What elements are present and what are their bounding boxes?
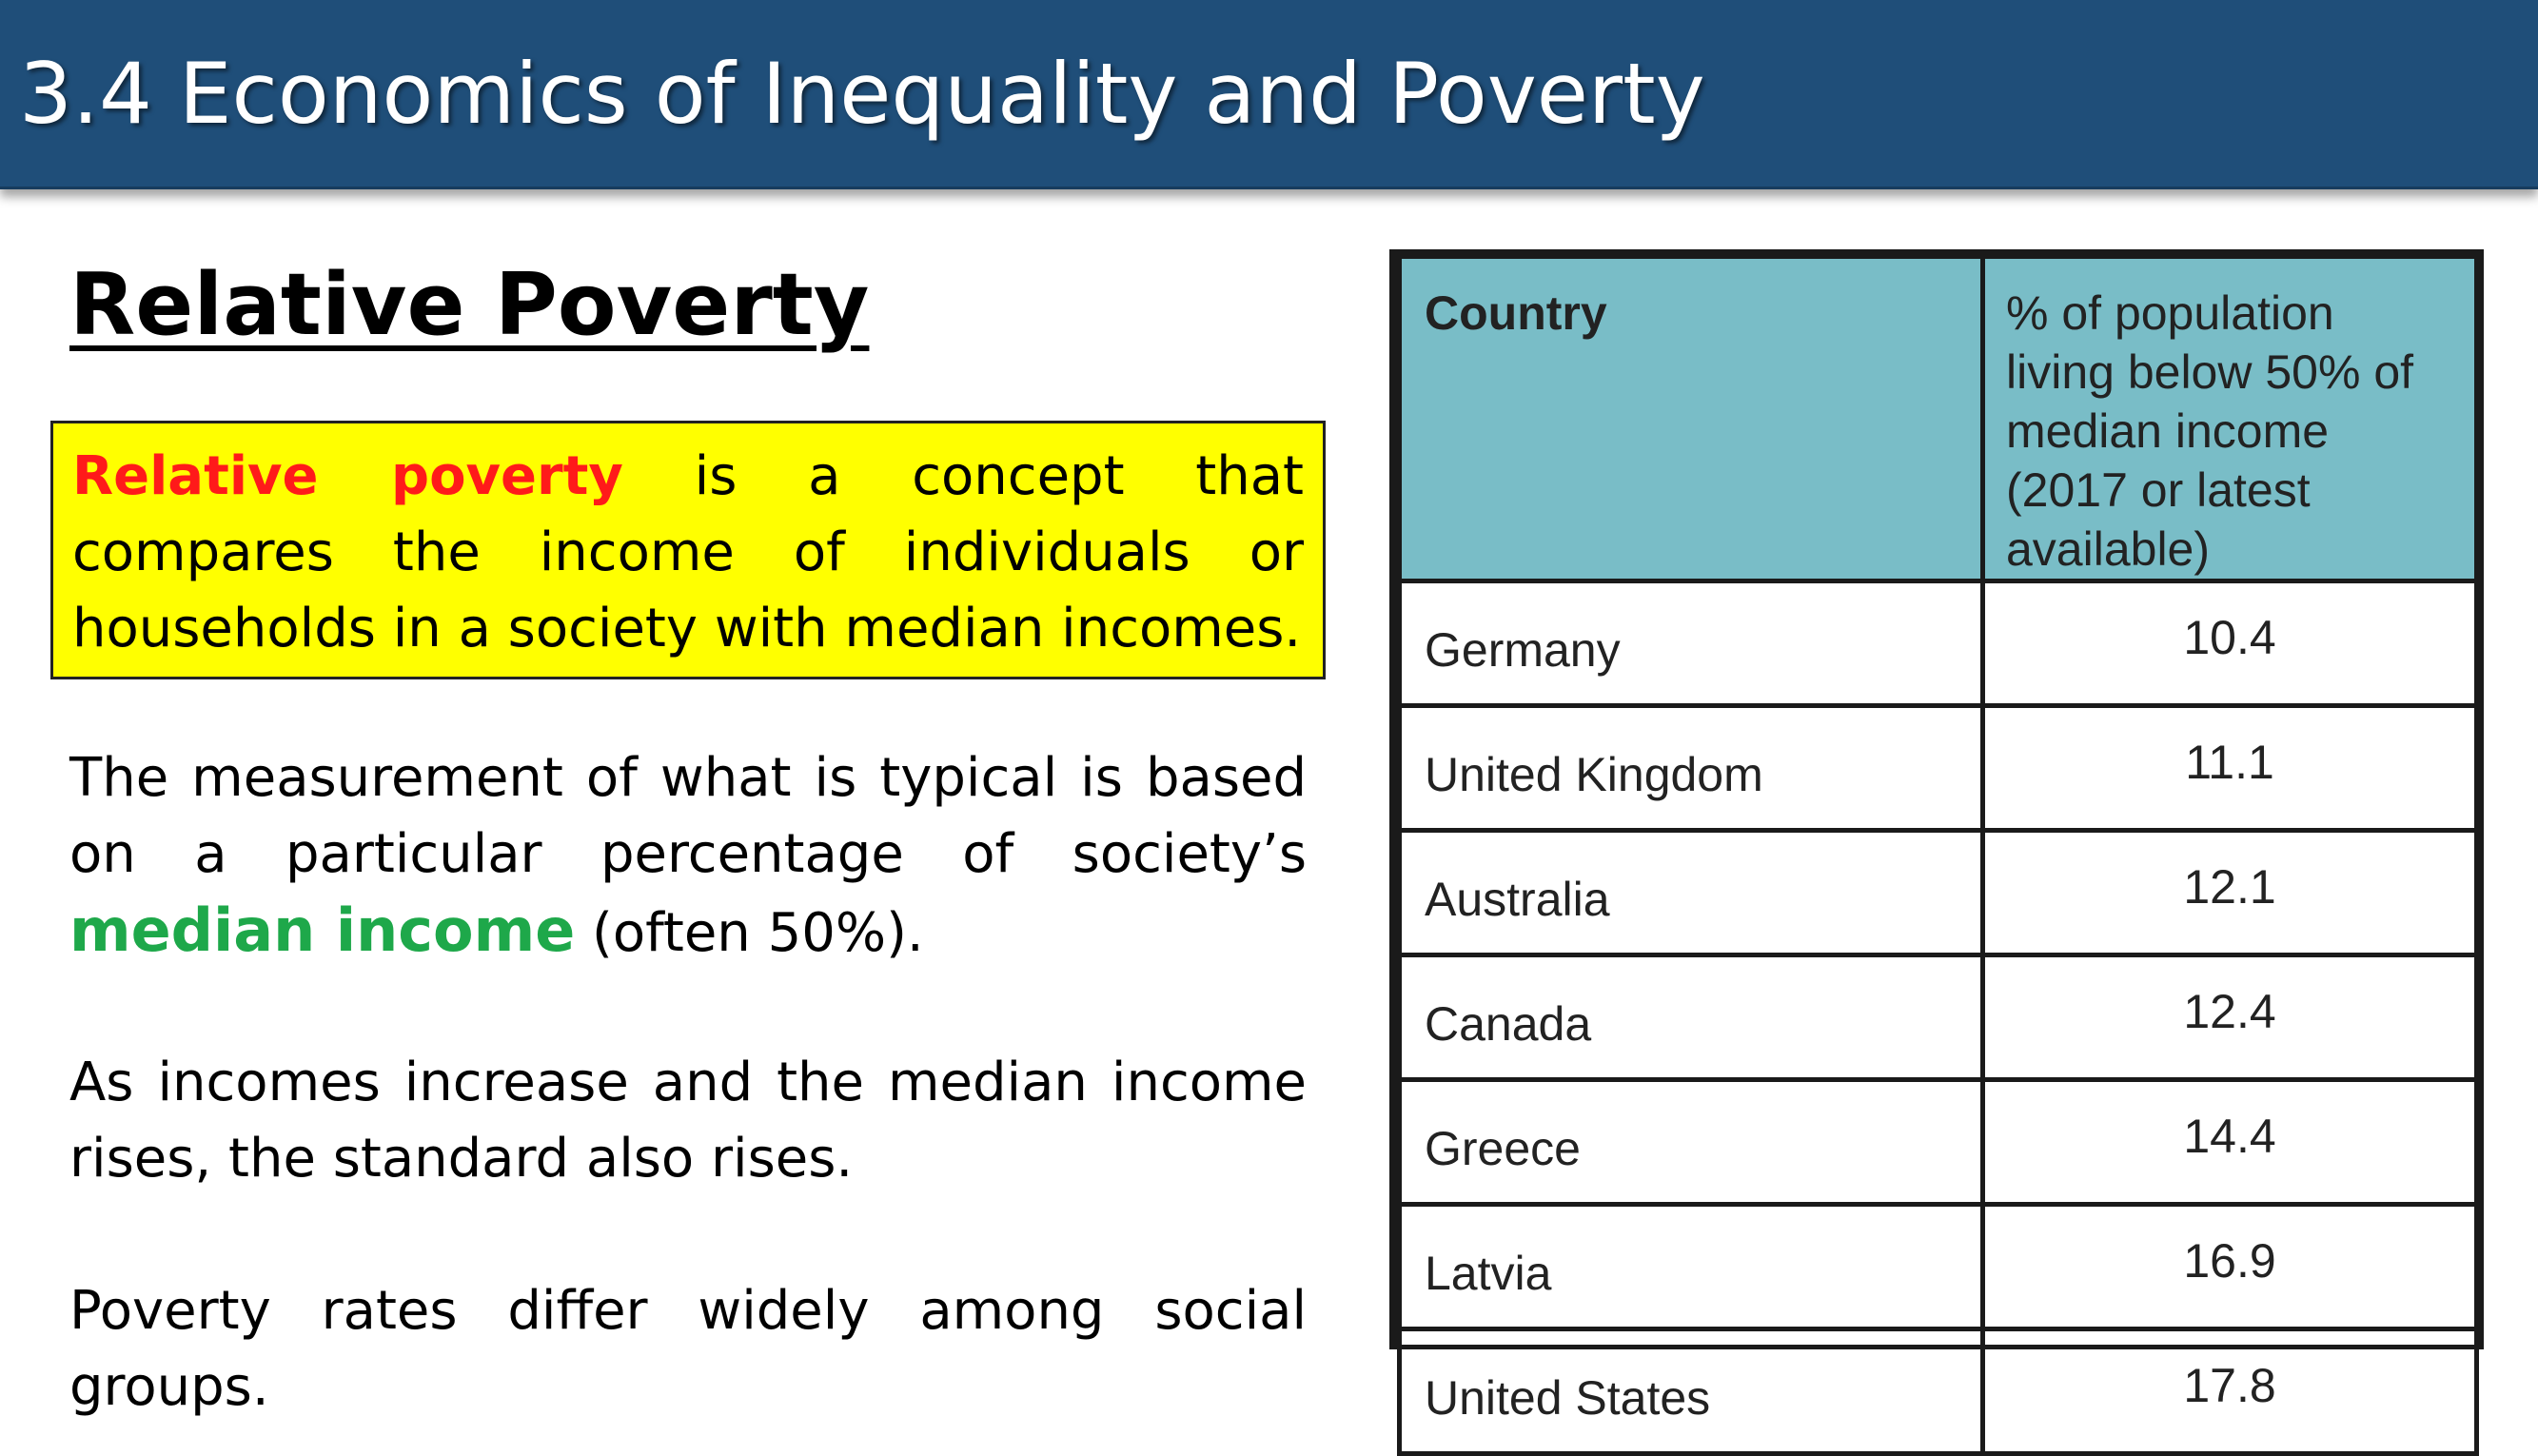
paragraph-social-groups: Poverty rates differ widely among social…: [69, 1280, 1307, 1418]
value-cell: 12.1: [1980, 828, 2479, 957]
slide-title: 3.4 Economics of Inequality and Poverty: [19, 45, 1705, 143]
country-cell: United Kingdom: [1397, 703, 1985, 833]
table-row: Greece 14.4: [1397, 1077, 2479, 1207]
value-cell: 16.9: [1980, 1202, 2479, 1331]
table-row: United States 17.8: [1397, 1327, 2479, 1456]
median-income-term: median income: [69, 895, 576, 965]
paragraph-measurement-end: (often 50%).: [575, 902, 924, 964]
table-row: Latvia 16.9: [1397, 1202, 2479, 1331]
value-cell: 14.4: [1980, 1077, 2479, 1207]
slide-header: 3.4 Economics of Inequality and Poverty: [0, 0, 2538, 189]
value-cell: 10.4: [1980, 579, 2479, 708]
country-cell: Australia: [1397, 828, 1985, 957]
paragraph-measurement-start: The measurement of what is typical is ba…: [69, 747, 1307, 885]
country-cell: Canada: [1397, 953, 1985, 1082]
country-cell: United States: [1397, 1327, 1985, 1456]
column-header-percentage: % of population living below 50% of medi…: [1980, 254, 2479, 583]
table-row: Canada 12.4: [1397, 953, 2479, 1082]
value-cell: 11.1: [1980, 703, 2479, 833]
definition-term: Relative poverty: [72, 445, 623, 507]
column-header-country: Country: [1397, 254, 1985, 583]
value-cell: 12.4: [1980, 953, 2479, 1082]
poverty-table: Country % of population living below 50%…: [1392, 249, 2484, 1456]
paragraph-median-rises: As incomes increase and the median incom…: [69, 1052, 1307, 1190]
paragraph-measurement: The measurement of what is typical is ba…: [69, 740, 1307, 972]
definition-box: Relative poverty is a concept that compa…: [50, 421, 1326, 679]
section-title: Relative Poverty: [69, 255, 870, 355]
definition-text: is a concept that compares the income of…: [72, 445, 1304, 659]
country-cell: Germany: [1397, 579, 1985, 708]
country-cell: Greece: [1397, 1077, 1985, 1207]
country-cell: Latvia: [1397, 1202, 1985, 1331]
table-row: United Kingdom 11.1: [1397, 703, 2479, 833]
table-row: Australia 12.1: [1397, 828, 2479, 957]
value-cell: 17.8: [1980, 1327, 2479, 1456]
table-header-row: Country % of population living below 50%…: [1397, 254, 2479, 583]
table-row: Germany 10.4: [1397, 579, 2479, 708]
